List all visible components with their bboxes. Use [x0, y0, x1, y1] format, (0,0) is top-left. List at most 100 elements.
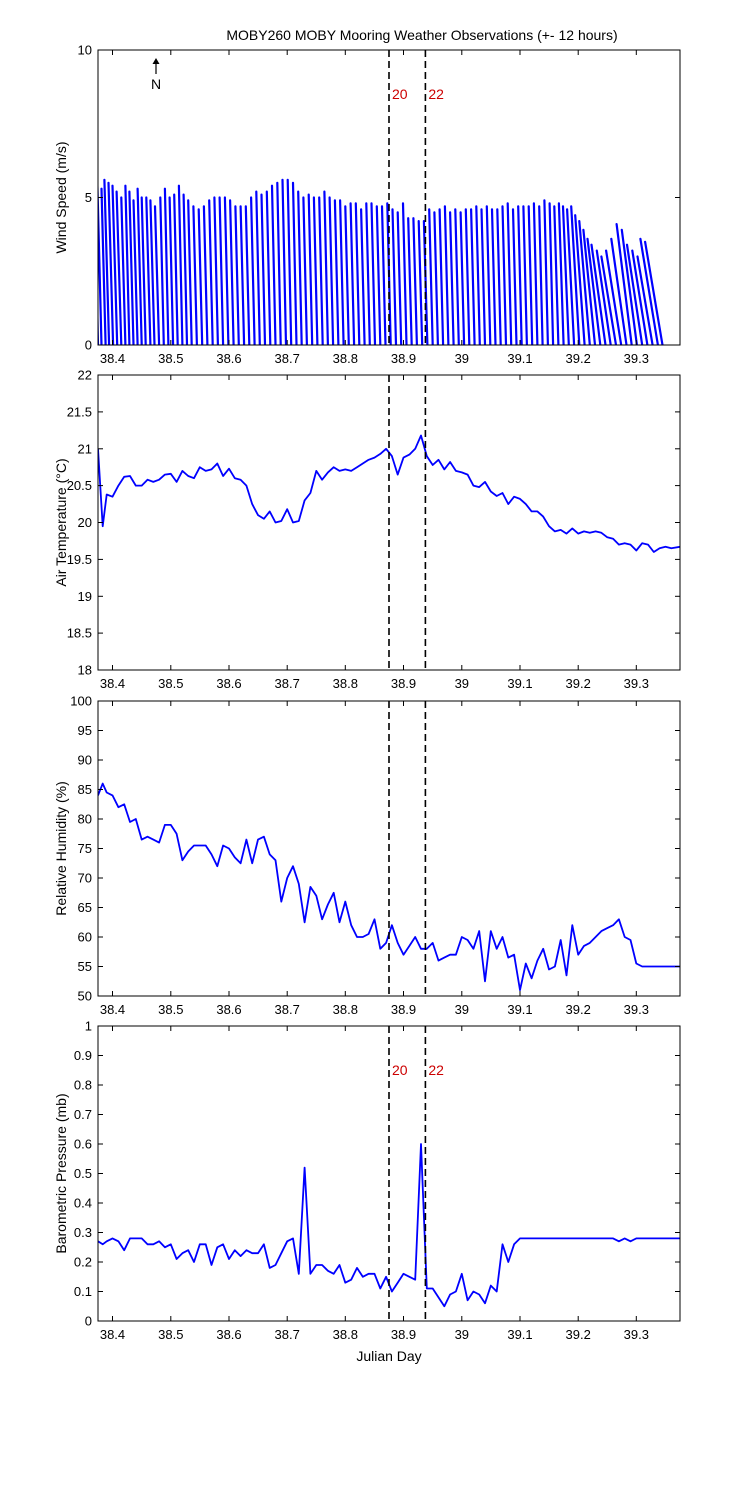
y-tick-label: 20	[78, 515, 92, 530]
wind-stick	[412, 217, 418, 345]
wind-stick	[561, 205, 570, 345]
x-tick-label: 38.4	[100, 1327, 125, 1342]
wind-stick	[208, 199, 214, 345]
x-tick-label: 38.5	[158, 1002, 183, 1017]
wind-stick	[490, 208, 497, 345]
wind-stick	[291, 181, 298, 345]
wind-stick	[620, 228, 639, 345]
x-tick-label: 39.3	[624, 1327, 649, 1342]
wind-stick	[454, 208, 460, 345]
wind-stick	[449, 211, 455, 345]
wind-stick	[255, 190, 261, 345]
humidity-series-line	[98, 782, 680, 991]
y-tick-label: 0.6	[74, 1137, 92, 1152]
y-tick-label: 75	[78, 841, 92, 856]
wind-stick	[318, 196, 324, 345]
wind-stick	[590, 243, 607, 345]
wind-stick	[433, 211, 439, 345]
y-tick-label: 0	[85, 1314, 92, 1329]
x-tick-label: 39.1	[507, 1002, 532, 1017]
wind-stick	[470, 208, 476, 345]
y-tick-label: 90	[78, 753, 92, 768]
y-axis-label: Barometric Pressure (mb)	[53, 1093, 69, 1253]
wind-stick	[297, 190, 303, 345]
x-tick-label: 38.9	[391, 676, 416, 691]
wind-stick	[302, 196, 308, 345]
x-tick-label: 38.9	[391, 1002, 416, 1017]
y-tick-label: 21.5	[67, 404, 92, 419]
marker-label-20: 20	[392, 1062, 408, 1078]
wind-stick	[111, 184, 119, 345]
x-tick-label: 39.1	[507, 351, 532, 366]
x-tick-label: 38.5	[158, 1327, 183, 1342]
marker-label-22: 22	[428, 1062, 444, 1078]
y-tick-label: 19	[78, 589, 92, 604]
x-tick-label: 39.1	[507, 1327, 532, 1342]
y-tick-label: 70	[78, 871, 92, 886]
wind-stick	[600, 255, 618, 345]
x-tick-label: 38.8	[333, 1327, 358, 1342]
y-tick-label: 0.5	[74, 1166, 92, 1181]
y-tick-label: 21	[78, 441, 92, 456]
figure-title: MOBY260 MOBY Mooring Weather Observation…	[226, 27, 617, 43]
wind-stick	[115, 190, 123, 345]
wind-stick	[604, 249, 623, 345]
y-tick-label: 0.9	[74, 1048, 92, 1063]
wind-stick	[586, 237, 602, 345]
wind-stick	[557, 202, 565, 345]
x-tick-label: 38.7	[275, 1002, 300, 1017]
x-axis-label: Julian Day	[356, 1348, 421, 1364]
wind-stick	[553, 205, 560, 345]
x-tick-label: 39	[455, 351, 469, 366]
wind-stick	[610, 237, 628, 345]
wind-stick	[360, 208, 366, 345]
x-tick-label: 38.8	[333, 1002, 358, 1017]
wind-stick	[354, 202, 361, 345]
wind-stick	[239, 205, 246, 345]
marker-label-22: 22	[428, 86, 444, 102]
x-tick-label: 38.6	[216, 1327, 241, 1342]
x-tick-label: 38.5	[158, 351, 183, 366]
wind-stick	[527, 205, 534, 345]
y-tick-label: 55	[78, 959, 92, 974]
wind-stick	[543, 199, 550, 345]
wind-data	[98, 178, 664, 345]
wind-stick	[349, 202, 356, 345]
y-tick-label: 0.2	[74, 1255, 92, 1270]
panel-pressure: 20 22 38.4 38.5 38.6 38.7 38.8 38.9 39 39.1 39.2 39…	[53, 1019, 681, 1364]
x-tick-label: 38.4	[100, 351, 125, 366]
wind-stick	[475, 205, 481, 345]
wind-stick	[339, 199, 345, 345]
wind-stick	[582, 228, 597, 345]
wind-stick	[532, 202, 539, 345]
wind-stick	[100, 187, 107, 345]
wind-stick	[128, 190, 135, 345]
wind-stick	[643, 240, 664, 345]
wind-stick	[159, 196, 165, 345]
y-tick-label: 0.1	[74, 1284, 92, 1299]
wind-stick	[276, 181, 282, 345]
wind-stick	[438, 208, 445, 345]
wind-stick	[615, 223, 633, 345]
y-tick-label: 5	[85, 190, 92, 205]
x-tick-label: 38.6	[216, 676, 241, 691]
wind-stick	[328, 196, 335, 345]
x-tick-label: 39.2	[566, 676, 591, 691]
air_temp-data	[98, 434, 680, 553]
y-tick-label: 1	[85, 1019, 92, 1034]
wind-stick	[574, 214, 586, 345]
x-tick-label: 38.9	[391, 1327, 416, 1342]
wind-stick	[136, 187, 143, 345]
y-tick-label: 0.4	[74, 1196, 92, 1211]
wind-stick	[187, 199, 193, 345]
y-tick-label: 0.7	[74, 1107, 92, 1122]
wind-stick	[517, 205, 523, 345]
x-tick-label: 39	[455, 1327, 469, 1342]
wind-stick	[538, 205, 544, 345]
wind-stick	[506, 202, 513, 345]
wind-stick	[250, 196, 256, 345]
y-tick-label: 18.5	[67, 626, 92, 641]
wind-stick	[140, 196, 147, 345]
wind-stick	[168, 196, 175, 345]
wind-stick	[192, 205, 198, 345]
